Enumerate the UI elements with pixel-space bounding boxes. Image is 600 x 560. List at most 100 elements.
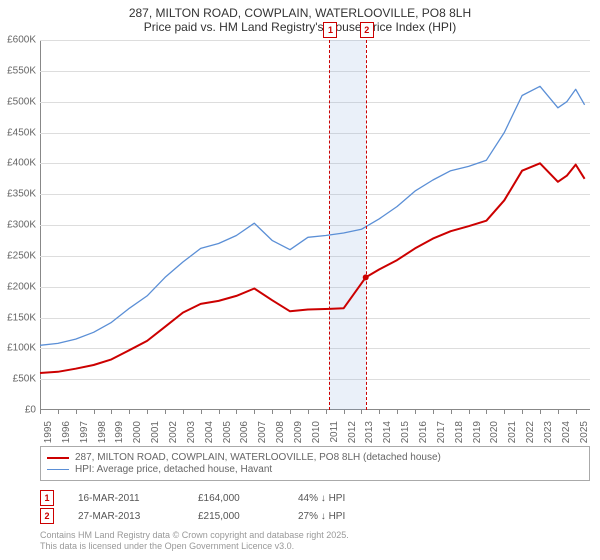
x-tick [219,410,220,414]
chart-lines [40,40,590,410]
x-axis-label: 2000 [132,421,143,443]
x-axis-label: 2004 [204,421,215,443]
x-axis-label: 2023 [543,421,554,443]
x-axis-label: 2020 [489,421,500,443]
x-axis-label: 1999 [114,421,125,443]
x-tick [58,410,59,414]
x-axis-label: 1998 [97,421,108,443]
x-tick [326,410,327,414]
y-axis-label: £350K [0,189,36,200]
x-axis-label: 2007 [257,421,268,443]
x-tick [540,410,541,414]
x-axis-label: 2018 [454,421,465,443]
x-axis-label: 1995 [43,421,54,443]
x-axis-label: 2014 [382,421,393,443]
x-axis-label: 2017 [436,421,447,443]
x-tick [76,410,77,414]
sale-row: 227-MAR-2013£215,00027% ↓ HPI [40,508,398,524]
x-tick [504,410,505,414]
x-axis-label: 2008 [275,421,286,443]
legend-swatch [47,457,69,459]
x-tick [397,410,398,414]
x-tick [486,410,487,414]
legend: 287, MILTON ROAD, COWPLAIN, WATERLOOVILL… [40,446,590,481]
x-tick [344,410,345,414]
sale-date: 27-MAR-2013 [78,511,198,522]
x-tick [451,410,452,414]
sale-marker-box: 1 [323,22,337,38]
x-axis-label: 2002 [168,421,179,443]
legend-label: HPI: Average price, detached house, Hava… [75,464,272,475]
x-tick [254,410,255,414]
x-axis-label: 2022 [525,421,536,443]
footer-line1: Contains HM Land Registry data © Crown c… [40,530,349,541]
sale-delta: 27% ↓ HPI [298,511,398,522]
x-axis-label: 2005 [222,421,233,443]
x-tick [147,410,148,414]
series-price_paid [40,163,585,373]
x-axis-label: 2010 [311,421,322,443]
y-axis-label: £550K [0,65,36,76]
x-axis-label: 1996 [61,421,72,443]
sales-table: 116-MAR-2011£164,00044% ↓ HPI227-MAR-201… [40,488,398,526]
footer-line2: This data is licensed under the Open Gov… [40,541,349,552]
x-tick [94,410,95,414]
sale-row-marker: 1 [40,490,54,506]
title-line2: Price paid vs. HM Land Registry's House … [0,20,600,34]
x-tick [433,410,434,414]
x-axis-label: 2006 [239,421,250,443]
legend-item: HPI: Average price, detached house, Hava… [47,464,583,475]
y-axis-label: £500K [0,96,36,107]
series-hpi [40,86,585,345]
x-tick [522,410,523,414]
y-axis-label: £50K [0,374,36,385]
x-axis-label: 2001 [150,421,161,443]
x-tick [290,410,291,414]
x-axis-label: 2024 [561,421,572,443]
sale-marker-line [366,40,367,410]
y-axis-label: £600K [0,35,36,46]
x-axis-label: 2019 [472,421,483,443]
y-axis-label: £300K [0,220,36,231]
x-tick [415,410,416,414]
x-axis-label: 2013 [364,421,375,443]
x-tick [201,410,202,414]
title-line1: 287, MILTON ROAD, COWPLAIN, WATERLOOVILL… [0,6,600,20]
x-tick [165,410,166,414]
legend-swatch [47,469,69,470]
y-axis-label: £450K [0,127,36,138]
y-axis-label: £400K [0,158,36,169]
sale-marker-line [329,40,330,410]
x-tick [40,410,41,414]
x-axis-label: 2012 [347,421,358,443]
x-tick [272,410,273,414]
sale-row: 116-MAR-2011£164,00044% ↓ HPI [40,490,398,506]
x-tick [183,410,184,414]
y-axis-label: £250K [0,250,36,261]
x-tick [236,410,237,414]
x-axis-label: 2009 [293,421,304,443]
x-tick [469,410,470,414]
x-axis-label: 2021 [507,421,518,443]
x-tick [558,410,559,414]
y-axis-label: £100K [0,343,36,354]
x-tick [111,410,112,414]
sale-marker-box: 2 [360,22,374,38]
chart-area: £0£50K£100K£150K£200K£250K£300K£350K£400… [40,40,590,410]
x-axis-label: 2003 [186,421,197,443]
sale-date: 16-MAR-2011 [78,493,198,504]
footer-attribution: Contains HM Land Registry data © Crown c… [40,530,349,552]
x-axis-label: 2011 [329,421,340,443]
x-tick [129,410,130,414]
chart-title: 287, MILTON ROAD, COWPLAIN, WATERLOOVILL… [0,0,600,38]
y-axis-label: £200K [0,281,36,292]
x-tick [308,410,309,414]
x-axis-label: 2015 [400,421,411,443]
y-axis-label: £150K [0,312,36,323]
sale-price: £215,000 [198,511,298,522]
sale-delta: 44% ↓ HPI [298,493,398,504]
x-axis-label: 1997 [79,421,90,443]
x-axis-label: 2016 [418,421,429,443]
x-axis-label: 2025 [579,421,590,443]
y-axis-label: £0 [0,405,36,416]
